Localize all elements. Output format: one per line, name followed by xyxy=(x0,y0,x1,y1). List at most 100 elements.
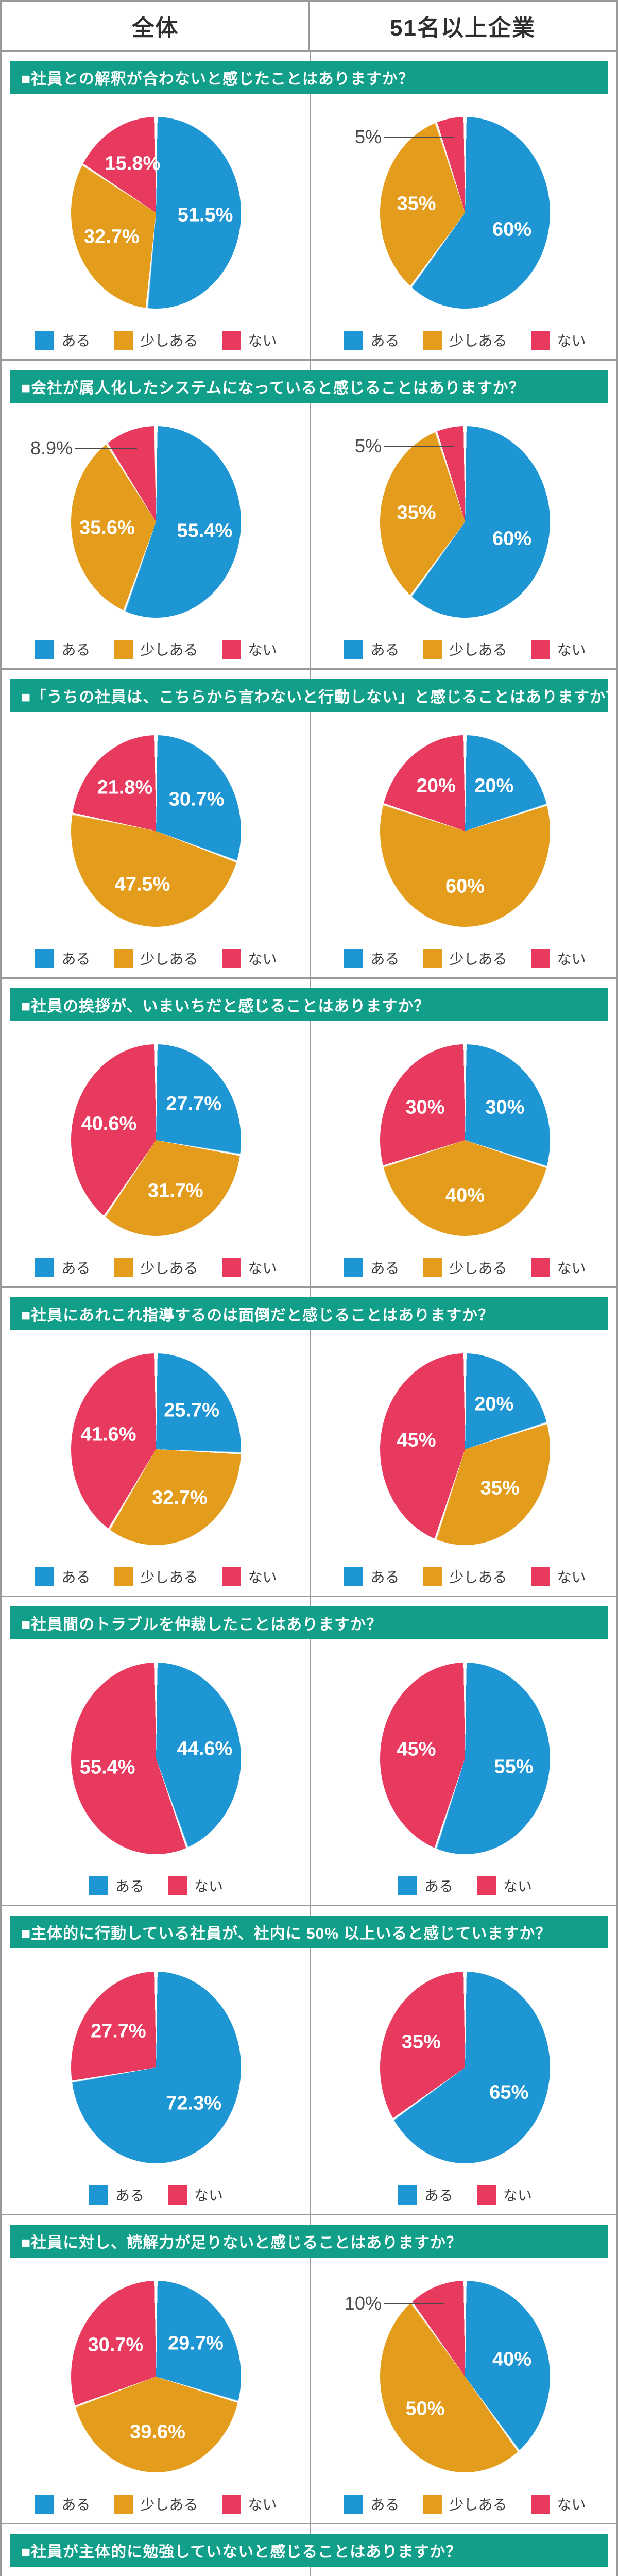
legend: ある 少しある ない xyxy=(311,639,618,659)
legend-item: ある xyxy=(89,1875,144,1896)
legend-swatch xyxy=(423,1567,442,1586)
pie-slice-label: 32.7% xyxy=(151,1487,208,1509)
legend-swatch xyxy=(344,2494,364,2514)
pie-chart xyxy=(380,1353,550,1545)
legend: ある 少しある ない xyxy=(311,330,618,350)
legend-item: ある xyxy=(344,330,399,350)
legend-label: 少しある xyxy=(449,951,507,967)
sections-container: ■社員との解釈が合わないと感じたことはありますか？ 51.5% 32.7% 15.8%… xyxy=(2,50,616,2576)
legend-label: ある xyxy=(115,1878,144,1894)
pie-slice-label: 30% xyxy=(405,1096,445,1118)
chart-cell-overall: 27.7% 31.7% 40.6% ある 少しある ない xyxy=(2,1021,311,1286)
legend-swatch xyxy=(530,1258,550,1277)
section-row: ■社員の挨拶が、いまいちだと感じることはありますか？ 27.7% 31.7% 40.6… xyxy=(2,977,616,1286)
legend-item: ない xyxy=(530,948,586,969)
legend-label: 少しある xyxy=(140,642,198,658)
legend-swatch xyxy=(89,1876,108,1895)
legend-label: 少しある xyxy=(449,1569,507,1585)
pie-slice-label: 35% xyxy=(480,1477,520,1499)
legend-item: 少しある xyxy=(423,1566,507,1587)
pie-slice-label: 41.6% xyxy=(80,1423,136,1446)
legend-swatch xyxy=(221,330,241,350)
column-header-overall: 全体 xyxy=(131,15,179,41)
legend-item: 少しある xyxy=(114,1566,198,1587)
column-divider xyxy=(310,2215,311,2523)
question-bar: ■社員間のトラブルを仲裁したことはありますか？ xyxy=(10,1606,608,1639)
legend-label: 少しある xyxy=(449,1260,507,1276)
pie-slice-label: 35% xyxy=(401,2031,441,2053)
legend-swatch xyxy=(530,948,550,968)
pie-slice-label: 60% xyxy=(492,218,532,241)
pie-slice-label: 51.5% xyxy=(177,204,233,226)
legend-label: ある xyxy=(61,951,91,967)
legend: ある 少しある ない xyxy=(311,948,618,969)
legend-swatch xyxy=(477,1876,496,1895)
legend-label: ない xyxy=(248,1569,277,1585)
legend: ある 少しある ない xyxy=(2,1257,311,1278)
column-divider xyxy=(310,1906,311,2214)
chart-cell-51plus: 65% 35% ある ない xyxy=(311,1948,618,2214)
legend-swatch xyxy=(114,1258,133,1277)
legend-swatch xyxy=(398,2185,417,2205)
column-divider xyxy=(310,1597,311,1905)
legend-label: ある xyxy=(370,1569,400,1585)
chart-cell-overall: 30.7% 47.5% 21.8% ある 少しある ない xyxy=(2,712,311,977)
pie-chart xyxy=(71,426,241,618)
pie-chart xyxy=(71,1044,241,1236)
legend-swatch xyxy=(35,1567,55,1586)
question-bar: ■社員が主体的に勉強していないと感じることはありますか？ xyxy=(10,2534,608,2567)
legend-item: ある xyxy=(35,639,90,659)
legend: ある 少しある ない xyxy=(2,330,311,350)
question-bar: ■社員に対し、読解力が足りないと感じることはありますか？ xyxy=(10,2225,608,2258)
legend-label: ある xyxy=(115,2188,144,2204)
chart-cell-51plus: 55% 45% ある ない xyxy=(311,1639,618,1905)
legend-swatch xyxy=(114,2494,133,2514)
legend-item: 少しある xyxy=(423,1257,507,1278)
pie-chart xyxy=(380,1044,550,1236)
legend: ある ない xyxy=(2,1875,311,1896)
legend-item: 少しある xyxy=(423,948,507,969)
legend-item: ある xyxy=(344,1257,399,1278)
legend-swatch xyxy=(344,948,364,968)
section-row: ■会社が属人化したシステムになっていると感じることはありますか？ 55.4% 35.… xyxy=(2,359,616,668)
question-bar: ■社員にあれこれ指導するのは面倒だと感じることはありますか？ xyxy=(10,1297,608,1330)
legend-item: 少しある xyxy=(114,1257,198,1278)
legend-swatch xyxy=(35,330,55,350)
legend-label: ない xyxy=(557,1569,586,1585)
pie-slice-label: 40.6% xyxy=(81,1113,137,1135)
legend-item: ある xyxy=(344,1566,399,1587)
legend-swatch xyxy=(89,2185,108,2205)
legend: ある 少しある ない xyxy=(2,639,311,659)
column-header-51plus: 51名以上企業 xyxy=(390,15,536,41)
legend-swatch xyxy=(423,1258,442,1277)
legend-swatch xyxy=(221,1567,241,1586)
pie-chart xyxy=(71,735,241,927)
section-row: ■社員との解釈が合わないと感じたことはありますか？ 51.5% 32.7% 15.8%… xyxy=(2,50,616,359)
legend-item: ない xyxy=(530,1257,586,1278)
legend-swatch xyxy=(114,948,133,968)
pie-slice-label: 45% xyxy=(397,1738,436,1760)
legend-swatch xyxy=(221,639,241,659)
legend-label: ある xyxy=(61,642,91,658)
legend-swatch xyxy=(344,639,364,659)
legend-item: 少しある xyxy=(114,330,198,350)
legend-item: ある xyxy=(344,639,399,659)
legend-item: ある xyxy=(344,948,399,969)
legend-label: 少しある xyxy=(140,1569,198,1585)
legend-label: ない xyxy=(248,642,277,658)
legend-label: ある xyxy=(370,951,400,967)
legend-label: ない xyxy=(557,2497,586,2513)
legend-swatch xyxy=(114,1567,133,1586)
legend-item: ない xyxy=(530,1566,586,1587)
legend-label: ない xyxy=(557,951,586,967)
chart-cell-51plus: 60% 35% 5% ある 少しある ない xyxy=(311,403,618,668)
legend-label: ある xyxy=(370,2497,400,2513)
legend-label: ない xyxy=(248,333,277,349)
legend-item: 少しある xyxy=(423,639,507,659)
pie-slice-label: 40% xyxy=(492,2348,532,2370)
legend-label: ない xyxy=(557,1260,586,1276)
legend-item: ない xyxy=(221,2494,277,2514)
pie-slice-label: 5% xyxy=(354,126,382,148)
